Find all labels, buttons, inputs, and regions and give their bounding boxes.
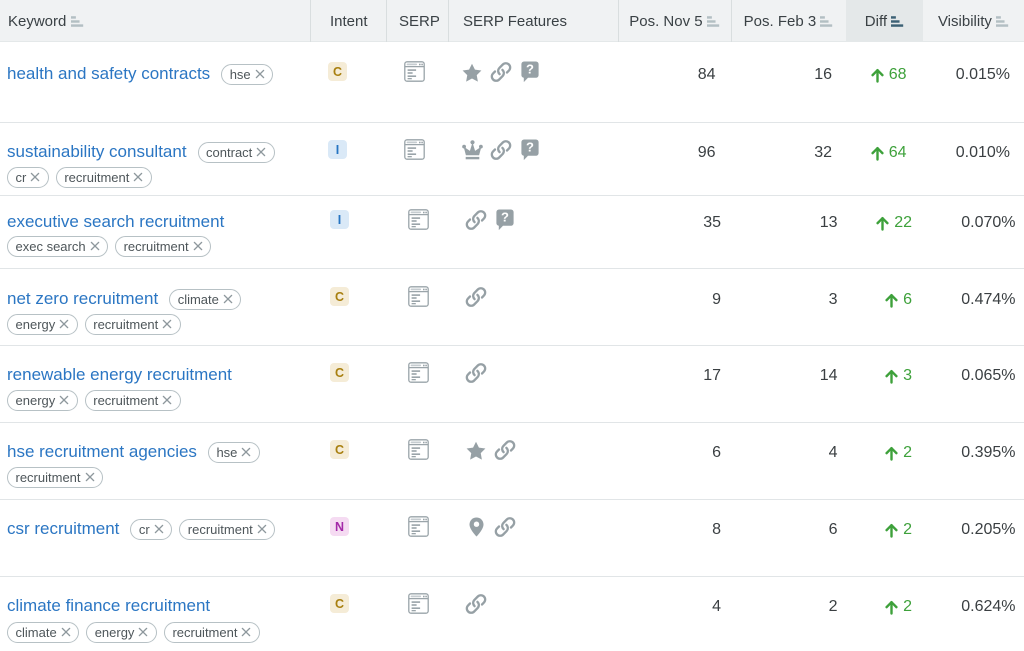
svg-text:?: ? bbox=[526, 140, 534, 155]
svg-text:?: ? bbox=[526, 62, 534, 77]
svg-text:?: ? bbox=[501, 210, 509, 225]
